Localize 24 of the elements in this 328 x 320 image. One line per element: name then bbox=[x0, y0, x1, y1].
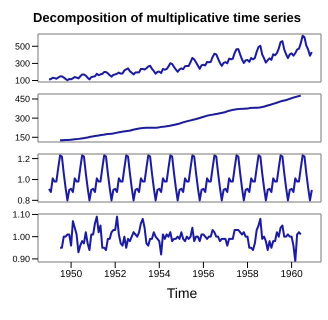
line-series bbox=[59, 216, 302, 262]
y-tick-label: 450 bbox=[14, 94, 30, 104]
line-series bbox=[48, 34, 313, 82]
x-tick-label: 1960 bbox=[280, 269, 304, 280]
x-tick-label: 1958 bbox=[236, 269, 260, 280]
y-tick-label: 300 bbox=[14, 58, 30, 69]
line-series bbox=[48, 154, 313, 202]
chart-title: Decomposition of multiplicative time series bbox=[32, 9, 302, 27]
y-tick-label: 1.0 bbox=[17, 174, 30, 185]
x-tick-label: 1950 bbox=[60, 269, 83, 280]
x-tick-label: 1954 bbox=[148, 269, 171, 280]
x-tick-label: 1952 bbox=[104, 269, 127, 280]
y-tick-label: 500 bbox=[14, 41, 30, 52]
y-tick-label: 1.10 bbox=[12, 210, 30, 220]
y-tick-label: 1.2 bbox=[17, 154, 30, 164]
y-tick-label: 300 bbox=[14, 113, 30, 124]
y-tick-label: 1.00 bbox=[12, 232, 30, 242]
y-tick-label: 0.90 bbox=[12, 254, 30, 264]
x-axis-title: Time bbox=[166, 285, 198, 301]
y-tick-label: 100 bbox=[14, 76, 30, 86]
y-tick-label: 150 bbox=[14, 132, 30, 142]
x-tick-label: 1956 bbox=[192, 269, 215, 280]
line-series bbox=[59, 94, 302, 142]
y-tick-label: 0.8 bbox=[17, 196, 30, 206]
